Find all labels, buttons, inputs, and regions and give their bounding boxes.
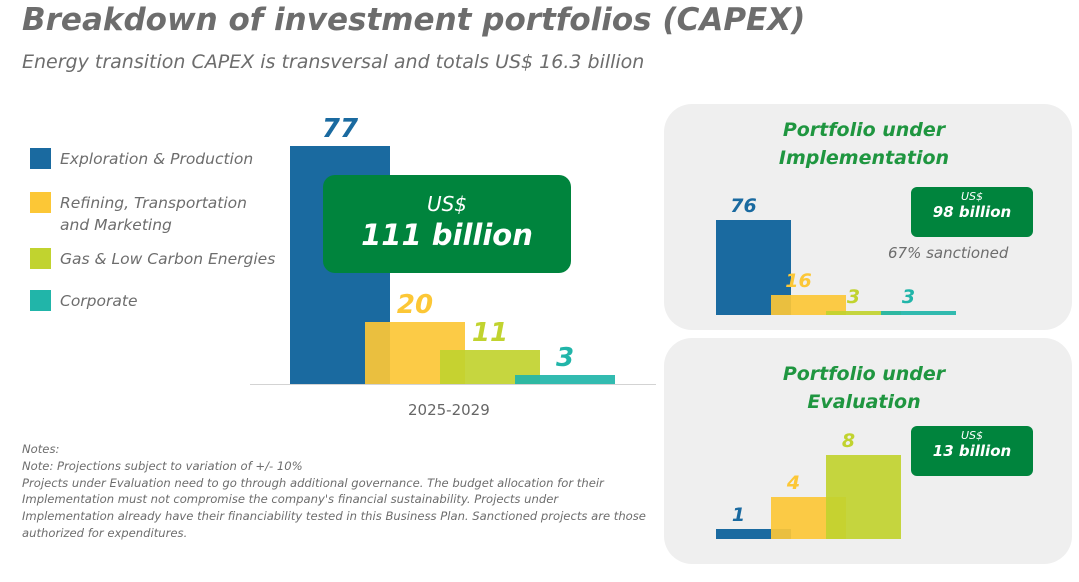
main-value-label-refining: 20: [396, 290, 434, 321]
legend-swatch-exploration: [30, 148, 51, 169]
implementation-bar-corporate: [881, 311, 956, 315]
implementation-sanctioned-note: 67% sanctioned: [888, 244, 1009, 262]
implementation-value-label-exploration: 76: [730, 195, 757, 217]
total-capex-value: 111 billion: [361, 218, 533, 252]
implementation-panel: Portfolio under Implementation US$ 98 bi…: [664, 104, 1072, 330]
implementation-value-label-refining: 16: [785, 270, 812, 292]
evaluation-panel: Portfolio under Evaluation US$ 13 billio…: [664, 338, 1072, 564]
implementation-value-label-corporate: 3: [901, 286, 916, 308]
legend-item-exploration: Exploration & Production: [30, 148, 253, 170]
notes-heading: Notes:: [22, 442, 60, 456]
legend-label-gas: Gas & Low Carbon Energies: [60, 250, 276, 268]
evaluation-total-badge: US$ 13 billion: [911, 426, 1033, 476]
implementation-bar-gas: [826, 311, 901, 315]
implementation-title: Portfolio under Implementation: [778, 119, 950, 169]
page-subtitle: Energy transition CAPEX is transversal a…: [22, 51, 645, 73]
legend-item-gas: Gas & Low Carbon Energies: [30, 248, 275, 270]
legend-swatch-gas: [30, 248, 51, 269]
evaluation-badge-prefix: US$: [960, 429, 984, 442]
main-value-label-corporate: 3: [555, 342, 575, 373]
evaluation-value-label-refining: 4: [786, 472, 801, 494]
legend-item-corporate: Corporate: [30, 290, 138, 312]
notes-line-2: Projects under Evaluation need to go thr…: [22, 475, 646, 540]
evaluation-bar-gas: [826, 455, 901, 539]
notes-line-1: Note: Projections subject to variation o…: [22, 458, 303, 473]
legend-swatch-corporate: [30, 290, 51, 311]
legend-label-refining: Refining, Transportation and Marketing: [60, 194, 247, 234]
main-value-label-gas: 11: [471, 318, 509, 348]
evaluation-bar-exploration: [716, 528, 791, 539]
total-capex-prefix: US$: [426, 192, 468, 216]
legend-item-refining: Refining, Transportation and Marketing: [30, 192, 280, 236]
total-capex-box: US$ 111 billion: [323, 175, 571, 273]
main-value-label-exploration: 77: [321, 114, 359, 145]
legend-label-exploration: Exploration & Production: [60, 150, 254, 168]
legend-label-corporate: Corporate: [60, 292, 138, 310]
evaluation-value-label-gas: 8: [841, 430, 856, 452]
page-title: Breakdown of investment portfolios (CAPE…: [22, 2, 806, 38]
x-axis-label: 2025-2029: [408, 401, 490, 419]
implementation-badge-value: 98 billion: [932, 203, 1012, 221]
main-bar-corporate: [515, 374, 615, 384]
implementation-total-badge: US$ 98 billion: [911, 187, 1033, 237]
implementation-value-label-gas: 3: [846, 286, 861, 308]
evaluation-value-label-exploration: 1: [731, 503, 746, 526]
implementation-bar-refining: [771, 295, 846, 315]
legend-swatch-refining: [30, 192, 51, 213]
implementation-badge-prefix: US$: [960, 190, 984, 203]
evaluation-title: Portfolio under Evaluation: [782, 363, 946, 413]
evaluation-badge-value: 13 billion: [932, 442, 1012, 460]
x-axis-line: [250, 384, 656, 385]
notes: Notes: Note: Projections subject to vari…: [22, 441, 652, 542]
